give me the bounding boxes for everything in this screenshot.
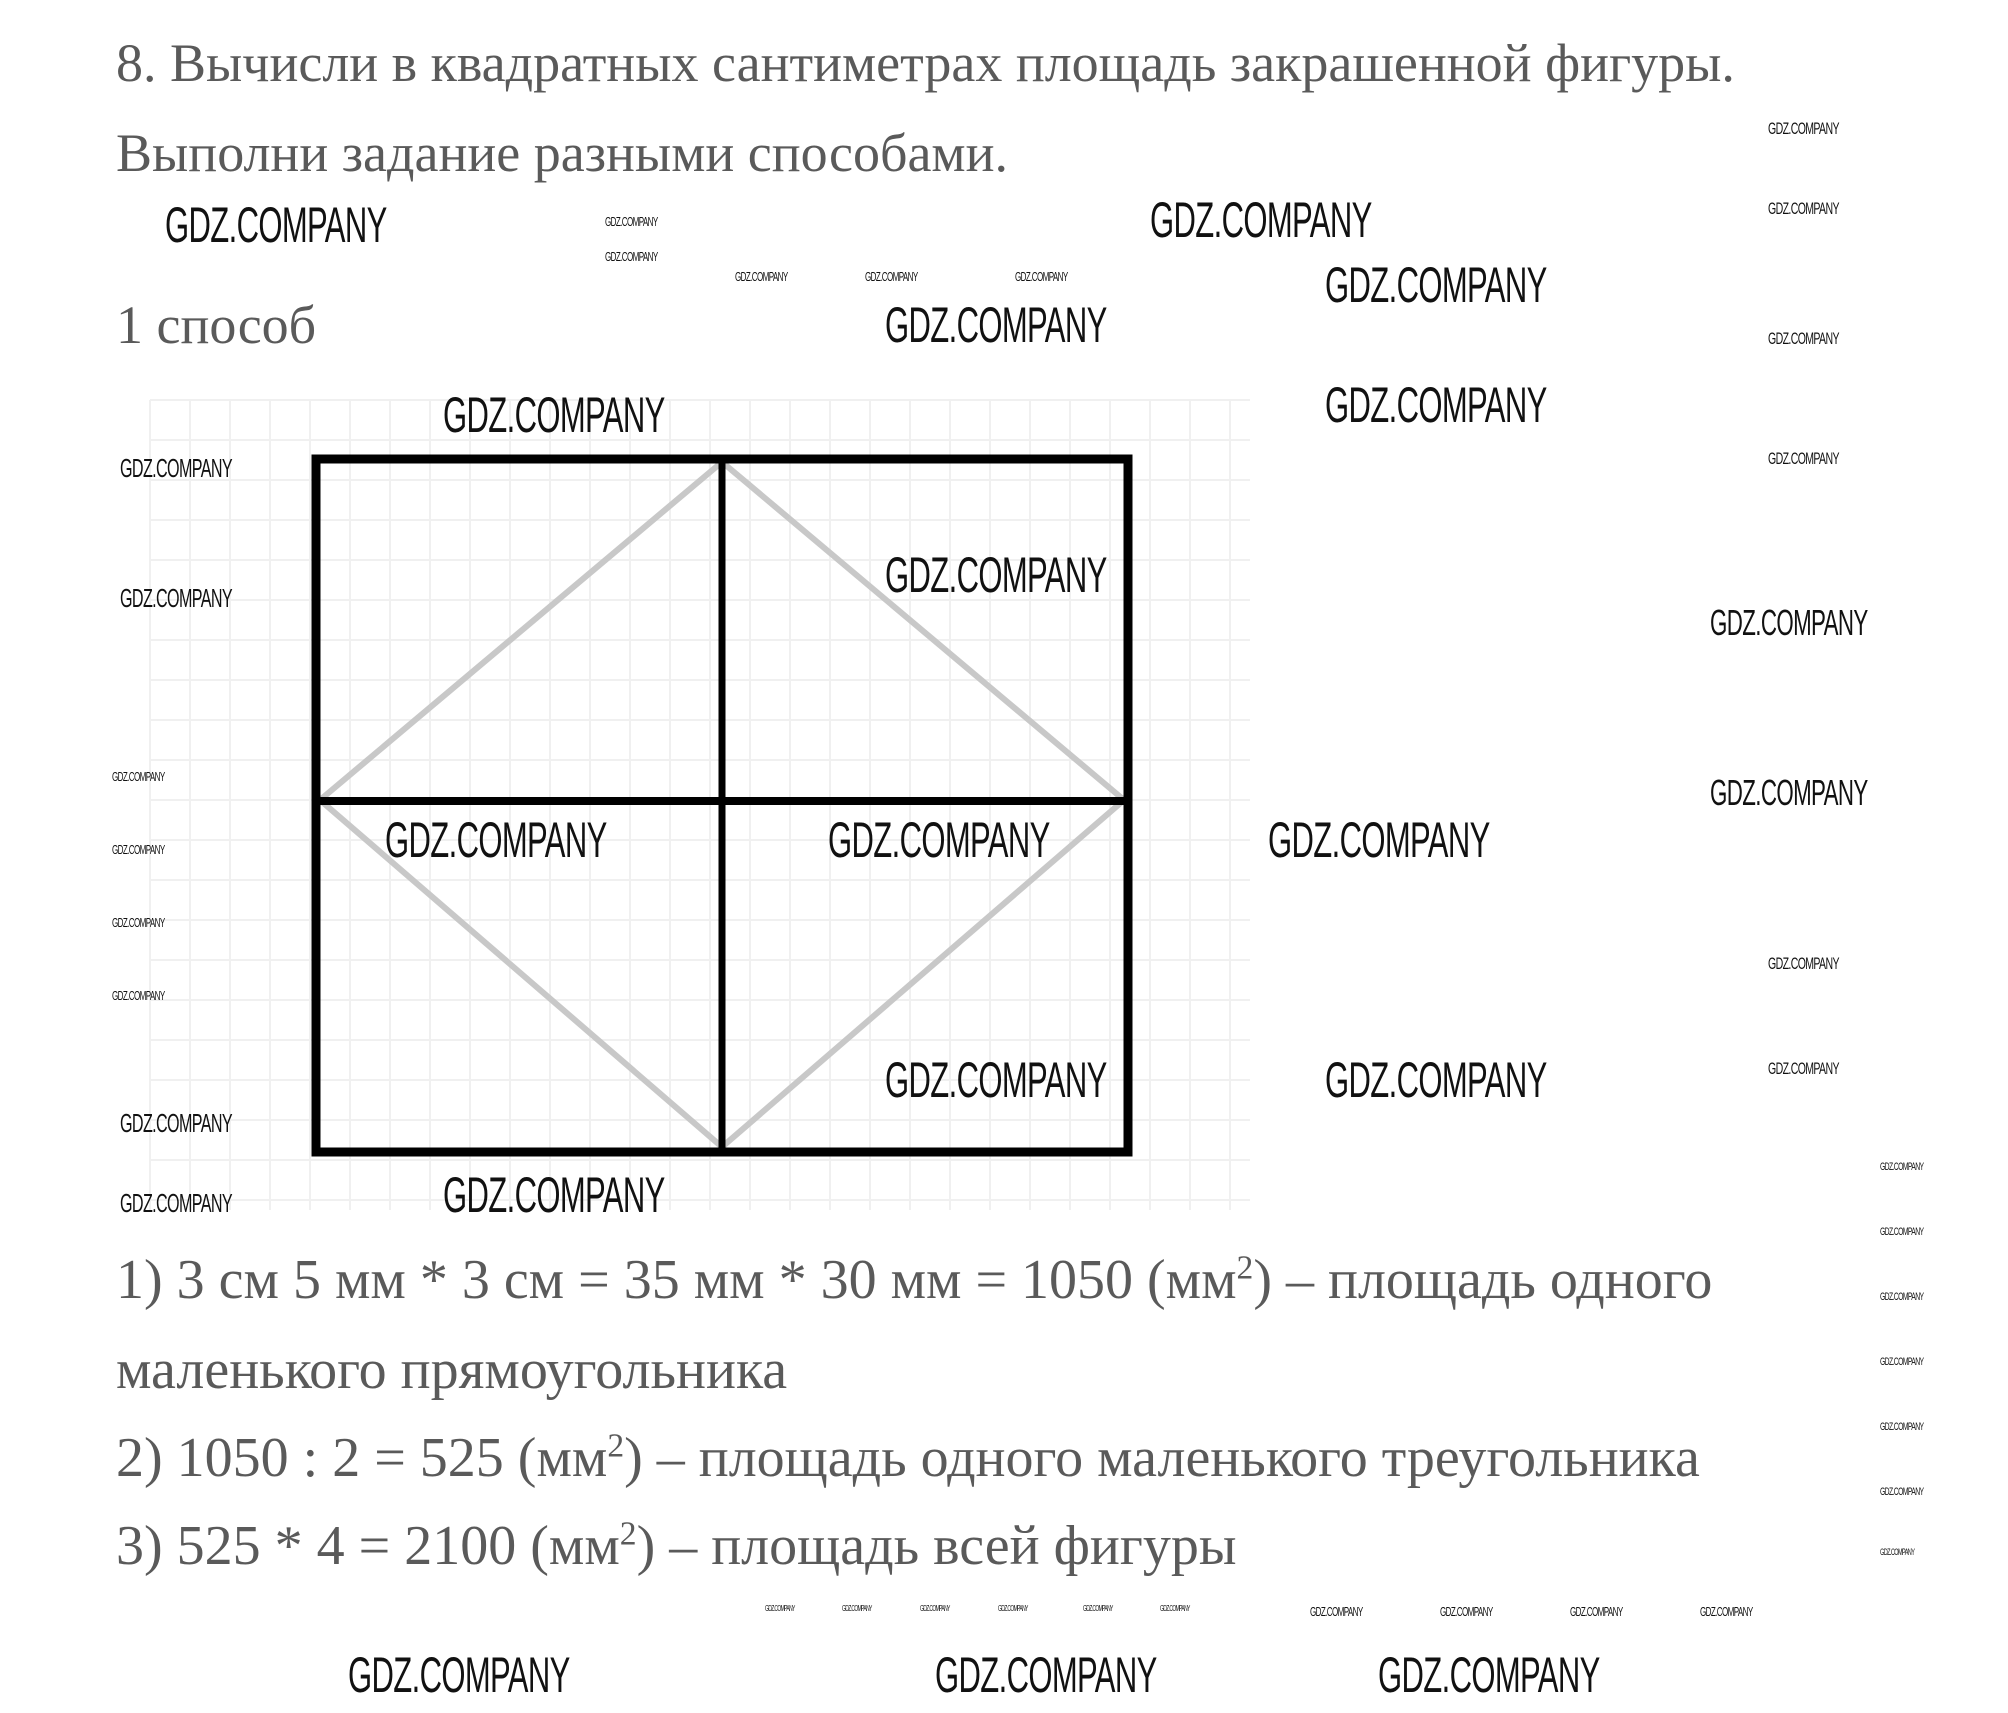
watermark: GDZ.COMPANY xyxy=(998,1604,1028,1613)
watermark: GDZ.COMPANY xyxy=(885,547,1107,603)
watermark: GDZ.COMPANY xyxy=(735,269,788,284)
watermark: GDZ.COMPANY xyxy=(865,269,918,284)
watermark: GDZ.COMPANY xyxy=(1310,1604,1363,1619)
watermark: GDZ.COMPANY xyxy=(1378,1647,1600,1703)
watermark: GDZ.COMPANY xyxy=(828,812,1050,868)
watermark: GDZ.COMPANY xyxy=(605,249,658,264)
watermark: GDZ.COMPANY xyxy=(1325,377,1547,433)
watermark: GDZ.COMPANY xyxy=(1768,449,1839,468)
watermark: GDZ.COMPANY xyxy=(1325,257,1547,313)
watermark: GDZ.COMPANY xyxy=(1325,1052,1547,1108)
watermark: GDZ.COMPANY xyxy=(1268,812,1490,868)
watermark: GDZ.COMPANY xyxy=(120,1188,233,1218)
watermark: GDZ.COMPANY xyxy=(385,812,607,868)
watermark: GDZ.COMPANY xyxy=(885,297,1107,353)
task-line-2: Выполни задание разными способами. xyxy=(116,123,1008,183)
watermark: GDZ.COMPANY xyxy=(1880,1547,1915,1557)
watermark: GDZ.COMPANY xyxy=(885,1052,1107,1108)
watermark: GDZ.COMPANY xyxy=(1700,1604,1753,1619)
solution-line-2: маленького прямоугольника xyxy=(116,1339,788,1401)
watermark: GDZ.COMPANY xyxy=(1768,954,1839,973)
watermark: GDZ.COMPANY xyxy=(1768,119,1839,138)
watermark: GDZ.COMPANY xyxy=(348,1647,570,1703)
watermark: GDZ.COMPANY xyxy=(1710,602,1868,643)
watermark: GDZ.COMPANY xyxy=(765,1604,795,1613)
watermark: GDZ.COMPANY xyxy=(443,387,665,443)
watermark: GDZ.COMPANY xyxy=(112,915,165,930)
watermark: GDZ.COMPANY xyxy=(1570,1604,1623,1619)
watermark: GDZ.COMPANY xyxy=(1083,1604,1113,1613)
watermark: GDZ.COMPANY xyxy=(112,769,165,784)
watermark: GDZ.COMPANY xyxy=(165,197,387,253)
watermark: GDZ.COMPANY xyxy=(1150,192,1372,248)
watermark: GDZ.COMPANY xyxy=(120,583,233,613)
watermark: GDZ.COMPANY xyxy=(1880,1421,1924,1433)
watermark: GDZ.COMPANY xyxy=(1880,1161,1924,1173)
watermark: GDZ.COMPANY xyxy=(443,1167,665,1223)
solution-line-3: 2) 1050 : 2 = 525 (мм2) – площадь одного… xyxy=(116,1427,1700,1489)
solution-line-1: 1) 3 см 5 мм * 3 см = 35 мм * 30 мм = 10… xyxy=(116,1249,1713,1311)
watermark: GDZ.COMPANY xyxy=(1160,1604,1190,1613)
task-line-1: 8. Вычисли в квадратных сантиметрах площ… xyxy=(116,33,1735,93)
watermark: GDZ.COMPANY xyxy=(1710,772,1868,813)
watermark: GDZ.COMPANY xyxy=(1880,1291,1924,1303)
method-heading: 1 способ xyxy=(116,295,317,355)
watermark: GDZ.COMPANY xyxy=(605,214,658,229)
solution-line-4: 3) 525 * 4 = 2100 (мм2) – площадь всей ф… xyxy=(116,1515,1237,1577)
watermark: GDZ.COMPANY xyxy=(112,988,165,1003)
watermark: GDZ.COMPANY xyxy=(1768,329,1839,348)
watermark: GDZ.COMPANY xyxy=(935,1647,1157,1703)
watermark: GDZ.COMPANY xyxy=(1440,1604,1493,1619)
watermark: GDZ.COMPANY xyxy=(120,453,233,483)
watermark: GDZ.COMPANY xyxy=(1768,1059,1839,1078)
watermark: GDZ.COMPANY xyxy=(920,1604,950,1613)
watermark: GDZ.COMPANY xyxy=(1768,199,1839,218)
watermark: GDZ.COMPANY xyxy=(1880,1226,1924,1238)
watermark: GDZ.COMPANY xyxy=(1880,1356,1924,1368)
watermark: GDZ.COMPANY xyxy=(1015,269,1068,284)
watermark: GDZ.COMPANY xyxy=(1880,1486,1924,1498)
watermark: GDZ.COMPANY xyxy=(842,1604,872,1613)
watermark: GDZ.COMPANY xyxy=(120,1108,233,1138)
watermark: GDZ.COMPANY xyxy=(112,842,165,857)
